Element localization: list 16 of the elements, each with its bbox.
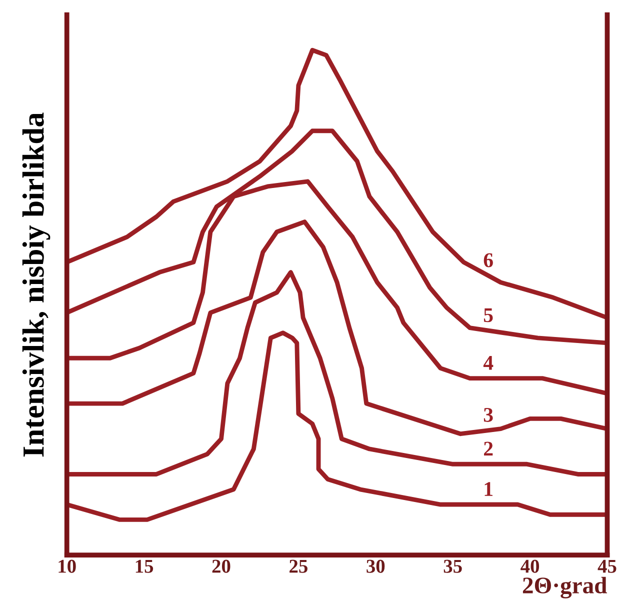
x-tick-label: 40 xyxy=(520,560,540,573)
series-label: 4 xyxy=(483,356,494,370)
series-label: 5 xyxy=(484,308,493,322)
y-axis-title: Intensivlik, nisbiy birlikda xyxy=(22,112,50,457)
series-label: 6 xyxy=(484,253,493,268)
series-label: 2 xyxy=(484,442,493,456)
series-label: 1 xyxy=(484,482,492,496)
x-axis-title: 2Θ·grad xyxy=(522,576,607,598)
x-tick-label: 15 xyxy=(136,560,154,573)
series-label: 3 xyxy=(484,408,493,422)
x-tick-label: 35 xyxy=(444,560,462,573)
x-tick-label: 30 xyxy=(366,560,385,573)
x-tick-label: 10 xyxy=(58,560,76,573)
x-tick-label: 25 xyxy=(290,560,308,573)
x-tick-label: 20 xyxy=(212,560,230,573)
x-tick-label: 45 xyxy=(598,560,616,573)
